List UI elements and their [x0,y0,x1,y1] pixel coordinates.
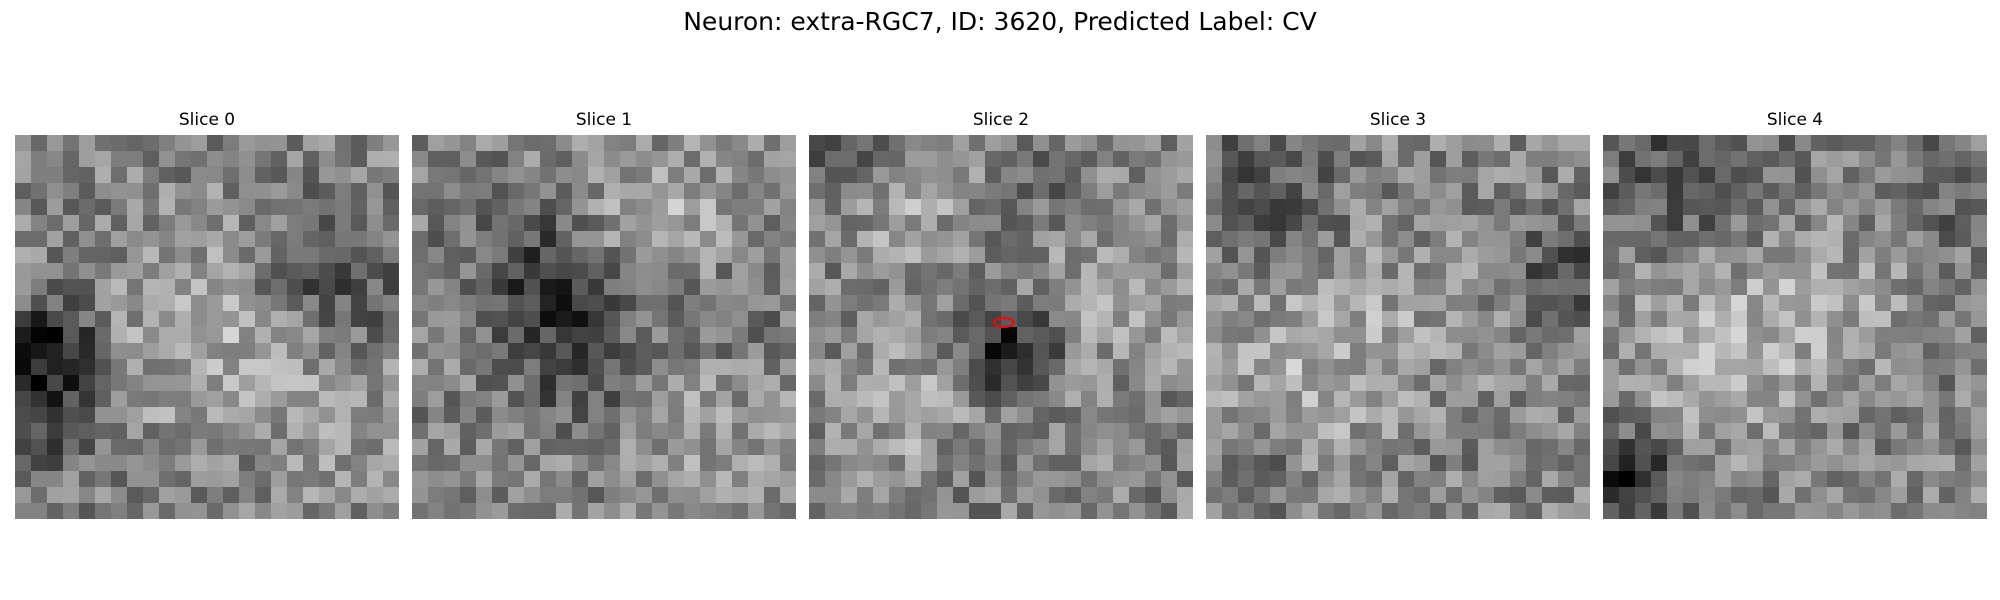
slice-image [412,135,796,519]
slice-panel-2: Slice 2 [809,108,1193,519]
slice-image-frame [15,135,399,519]
slice-panel-3: Slice 3 [1206,108,1590,519]
slice-image [1603,135,1987,519]
slice-image-frame [412,135,796,519]
slice-panel-0: Slice 0 [15,108,399,519]
slice-title: Slice 3 [1369,110,1427,130]
slice-image [1206,135,1590,519]
slice-title: Slice 4 [1766,110,1824,130]
slice-title: Slice 0 [178,110,236,130]
neuron-location-marker [993,317,1015,328]
slice-image-frame [1603,135,1987,519]
slice-panel-4: Slice 4 [1603,108,1987,519]
slice-image-frame [809,135,1193,519]
slice-title: Slice 1 [575,110,633,130]
slice-panel-1: Slice 1 [412,108,796,519]
slice-image-frame [1206,135,1590,519]
slice-image [15,135,399,519]
figure-title: Neuron: extra-RGC7, ID: 3620, Predicted … [683,7,1317,36]
slice-title: Slice 2 [972,110,1030,130]
